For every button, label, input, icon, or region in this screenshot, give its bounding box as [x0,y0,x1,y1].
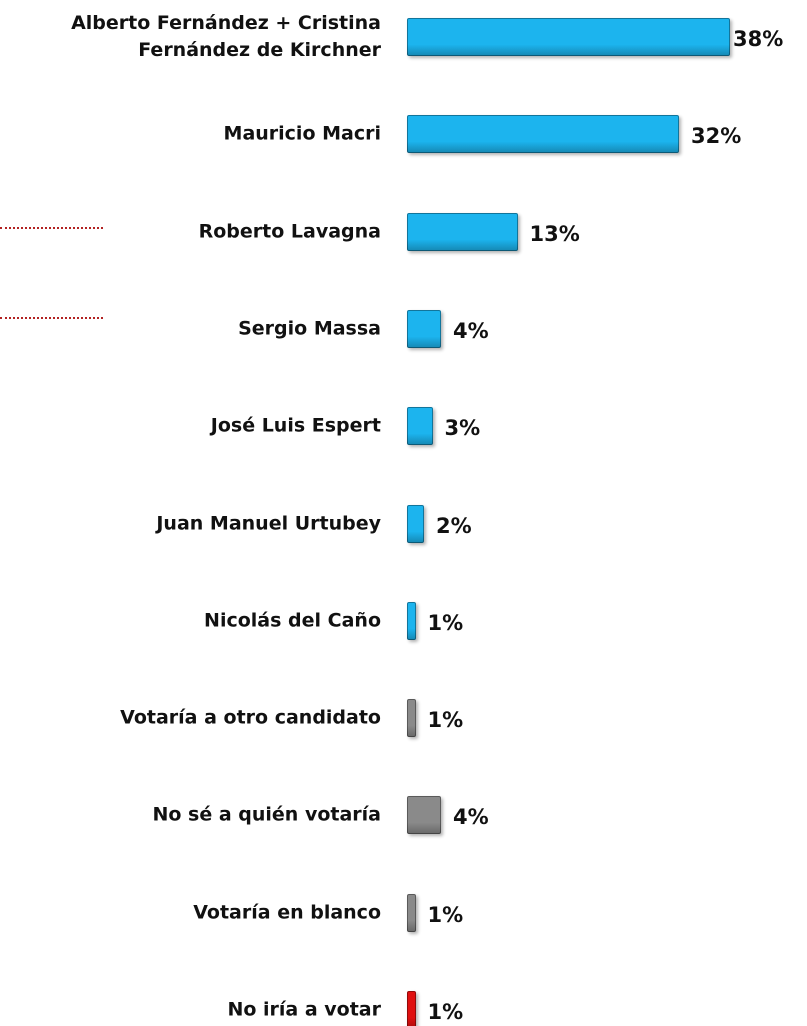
bar [407,699,416,738]
value-label: 4% [453,318,489,343]
bar [407,18,730,56]
bar [407,407,433,446]
bar [407,796,441,835]
value-label: 3% [444,416,481,441]
decorative-dotted-line [0,317,103,319]
bar [407,115,679,154]
value-label: 4% [453,805,489,830]
category-label: No iría a votar [227,998,381,1021]
bar [407,991,416,1026]
category-label: Votaría en blanco [193,901,381,924]
value-label: 32% [691,124,742,149]
value-label: 2% [436,513,472,538]
bar [407,309,441,348]
value-label: 13% [529,221,580,246]
decorative-dotted-line [0,227,103,229]
category-label: Nicolás del Caño [204,609,381,632]
bar [407,601,416,640]
category-label: No sé a quién votaría [152,803,381,826]
category-label: Mauricio Macri [223,122,381,145]
bar [407,893,416,932]
category-label: Alberto Fernández + Cristina Fernández d… [71,12,381,61]
category-label: Sergio Massa [238,317,381,340]
value-label: 1% [427,902,464,927]
bar [407,504,424,543]
value-label: 38% [733,27,784,51]
category-label: José Luis Espert [210,414,381,437]
category-label: Votaría a otro candidato [120,706,381,729]
bar [407,212,518,251]
value-label: 1% [427,708,464,733]
value-label: 1% [427,1000,464,1024]
category-label: Roberto Lavagna [198,220,381,243]
value-label: 1% [427,610,464,635]
category-label: Juan Manuel Urtubey [156,512,381,534]
